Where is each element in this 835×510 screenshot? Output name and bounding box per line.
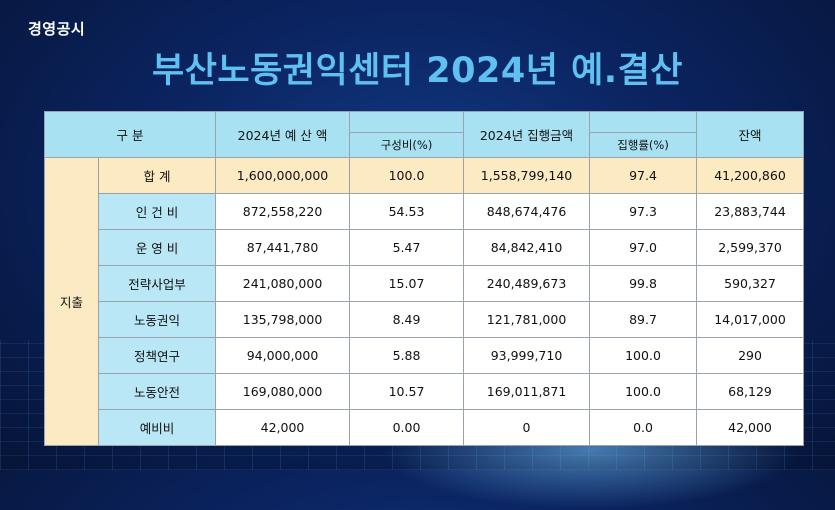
row-executed: 84,842,410 bbox=[463, 229, 591, 266]
budget-table: 구 분 2024년 예 산 액 2024년 집행금액 잔액 구성비(%) 집행률… bbox=[43, 111, 805, 446]
row-ratio: 15.07 bbox=[349, 265, 465, 302]
row-rate: 97.0 bbox=[589, 229, 698, 266]
row-executed: 121,781,000 bbox=[463, 301, 591, 338]
table-row: 전략사업부 241,080,000 15.07 240,489,673 99.8… bbox=[45, 265, 805, 302]
header-ratio-top bbox=[349, 111, 465, 133]
row-rate: 97.3 bbox=[589, 193, 698, 230]
row-executed: 169,011,871 bbox=[463, 373, 591, 410]
section-kicker: 경영공시 bbox=[28, 20, 86, 38]
row-ratio: 10.57 bbox=[349, 373, 465, 410]
row-budget: 94,000,000 bbox=[215, 337, 351, 374]
group-label: 지출 bbox=[44, 157, 99, 446]
row-ratio: 100.0 bbox=[349, 157, 465, 194]
row-rate: 100.0 bbox=[589, 337, 698, 374]
row-executed: 0 bbox=[463, 409, 591, 446]
row-ratio: 5.88 bbox=[349, 337, 465, 374]
row-executed: 240,489,673 bbox=[463, 265, 591, 302]
row-balance: 23,883,744 bbox=[696, 193, 805, 230]
row-name: 전략사업부 bbox=[97, 265, 217, 302]
row-name: 예비비 bbox=[97, 409, 217, 446]
page-title: 부산노동권익센터 2024년 예.결산 bbox=[152, 51, 683, 91]
row-budget: 42,000 bbox=[215, 409, 351, 446]
row-balance: 2,599,370 bbox=[696, 229, 805, 266]
row-executed: 93,999,710 bbox=[463, 337, 591, 374]
table-row: 노동권익 135,798,000 8.49 121,781,000 89.7 1… bbox=[45, 301, 805, 338]
header-executed: 2024년 집행금액 bbox=[463, 111, 591, 158]
row-ratio: 54.53 bbox=[349, 193, 465, 230]
row-budget: 169,080,000 bbox=[215, 373, 351, 410]
row-rate: 89.7 bbox=[589, 301, 698, 338]
table-row: 운 영 비 87,441,780 5.47 84,842,410 97.0 2,… bbox=[45, 229, 805, 266]
row-budget: 87,441,780 bbox=[215, 229, 351, 266]
row-name: 인 건 비 bbox=[97, 193, 217, 230]
table-row: 예비비 42,000 0.00 0 0.0 42,000 bbox=[45, 409, 805, 446]
row-budget: 241,080,000 bbox=[215, 265, 351, 302]
row-name: 노동권익 bbox=[97, 301, 217, 338]
row-budget: 135,798,000 bbox=[215, 301, 351, 338]
row-balance: 590,327 bbox=[696, 265, 805, 302]
header-ratio: 구성비(%) bbox=[349, 132, 465, 158]
header-budget: 2024년 예 산 액 bbox=[215, 111, 351, 158]
header-exec-rate: 집행률(%) bbox=[589, 132, 698, 158]
row-budget: 872,558,220 bbox=[215, 193, 351, 230]
header-rate-top bbox=[589, 111, 698, 133]
row-ratio: 5.47 bbox=[349, 229, 465, 266]
row-balance: 290 bbox=[696, 337, 805, 374]
header-category: 구 분 bbox=[43, 111, 217, 158]
row-executed: 1,558,799,140 bbox=[463, 157, 591, 194]
row-budget: 1,600,000,000 bbox=[215, 157, 351, 194]
table-row: 노동안전 169,080,000 10.57 169,011,871 100.0… bbox=[45, 373, 805, 410]
row-rate: 97.4 bbox=[589, 157, 698, 194]
table-row: 인 건 비 872,558,220 54.53 848,674,476 97.3… bbox=[45, 193, 805, 230]
row-balance: 41,200,860 bbox=[696, 157, 805, 194]
row-name: 정책연구 bbox=[97, 337, 217, 374]
row-balance: 14,017,000 bbox=[696, 301, 805, 338]
row-ratio: 0.00 bbox=[349, 409, 465, 446]
row-executed: 848,674,476 bbox=[463, 193, 591, 230]
row-rate: 99.8 bbox=[589, 265, 698, 302]
row-ratio: 8.49 bbox=[349, 301, 465, 338]
row-balance: 42,000 bbox=[696, 409, 805, 446]
row-rate: 0.0 bbox=[589, 409, 698, 446]
header-balance: 잔액 bbox=[696, 111, 805, 158]
row-name: 운 영 비 bbox=[97, 229, 217, 266]
row-name: 노동안전 bbox=[97, 373, 217, 410]
table-row: 정책연구 94,000,000 5.88 93,999,710 100.0 29… bbox=[45, 337, 805, 374]
row-name: 합 계 bbox=[97, 157, 217, 194]
table-row-total: 지출 합 계 1,600,000,000 100.0 1,558,799,140… bbox=[44, 157, 805, 446]
row-balance: 68,129 bbox=[696, 373, 805, 410]
row-rate: 100.0 bbox=[589, 373, 698, 410]
